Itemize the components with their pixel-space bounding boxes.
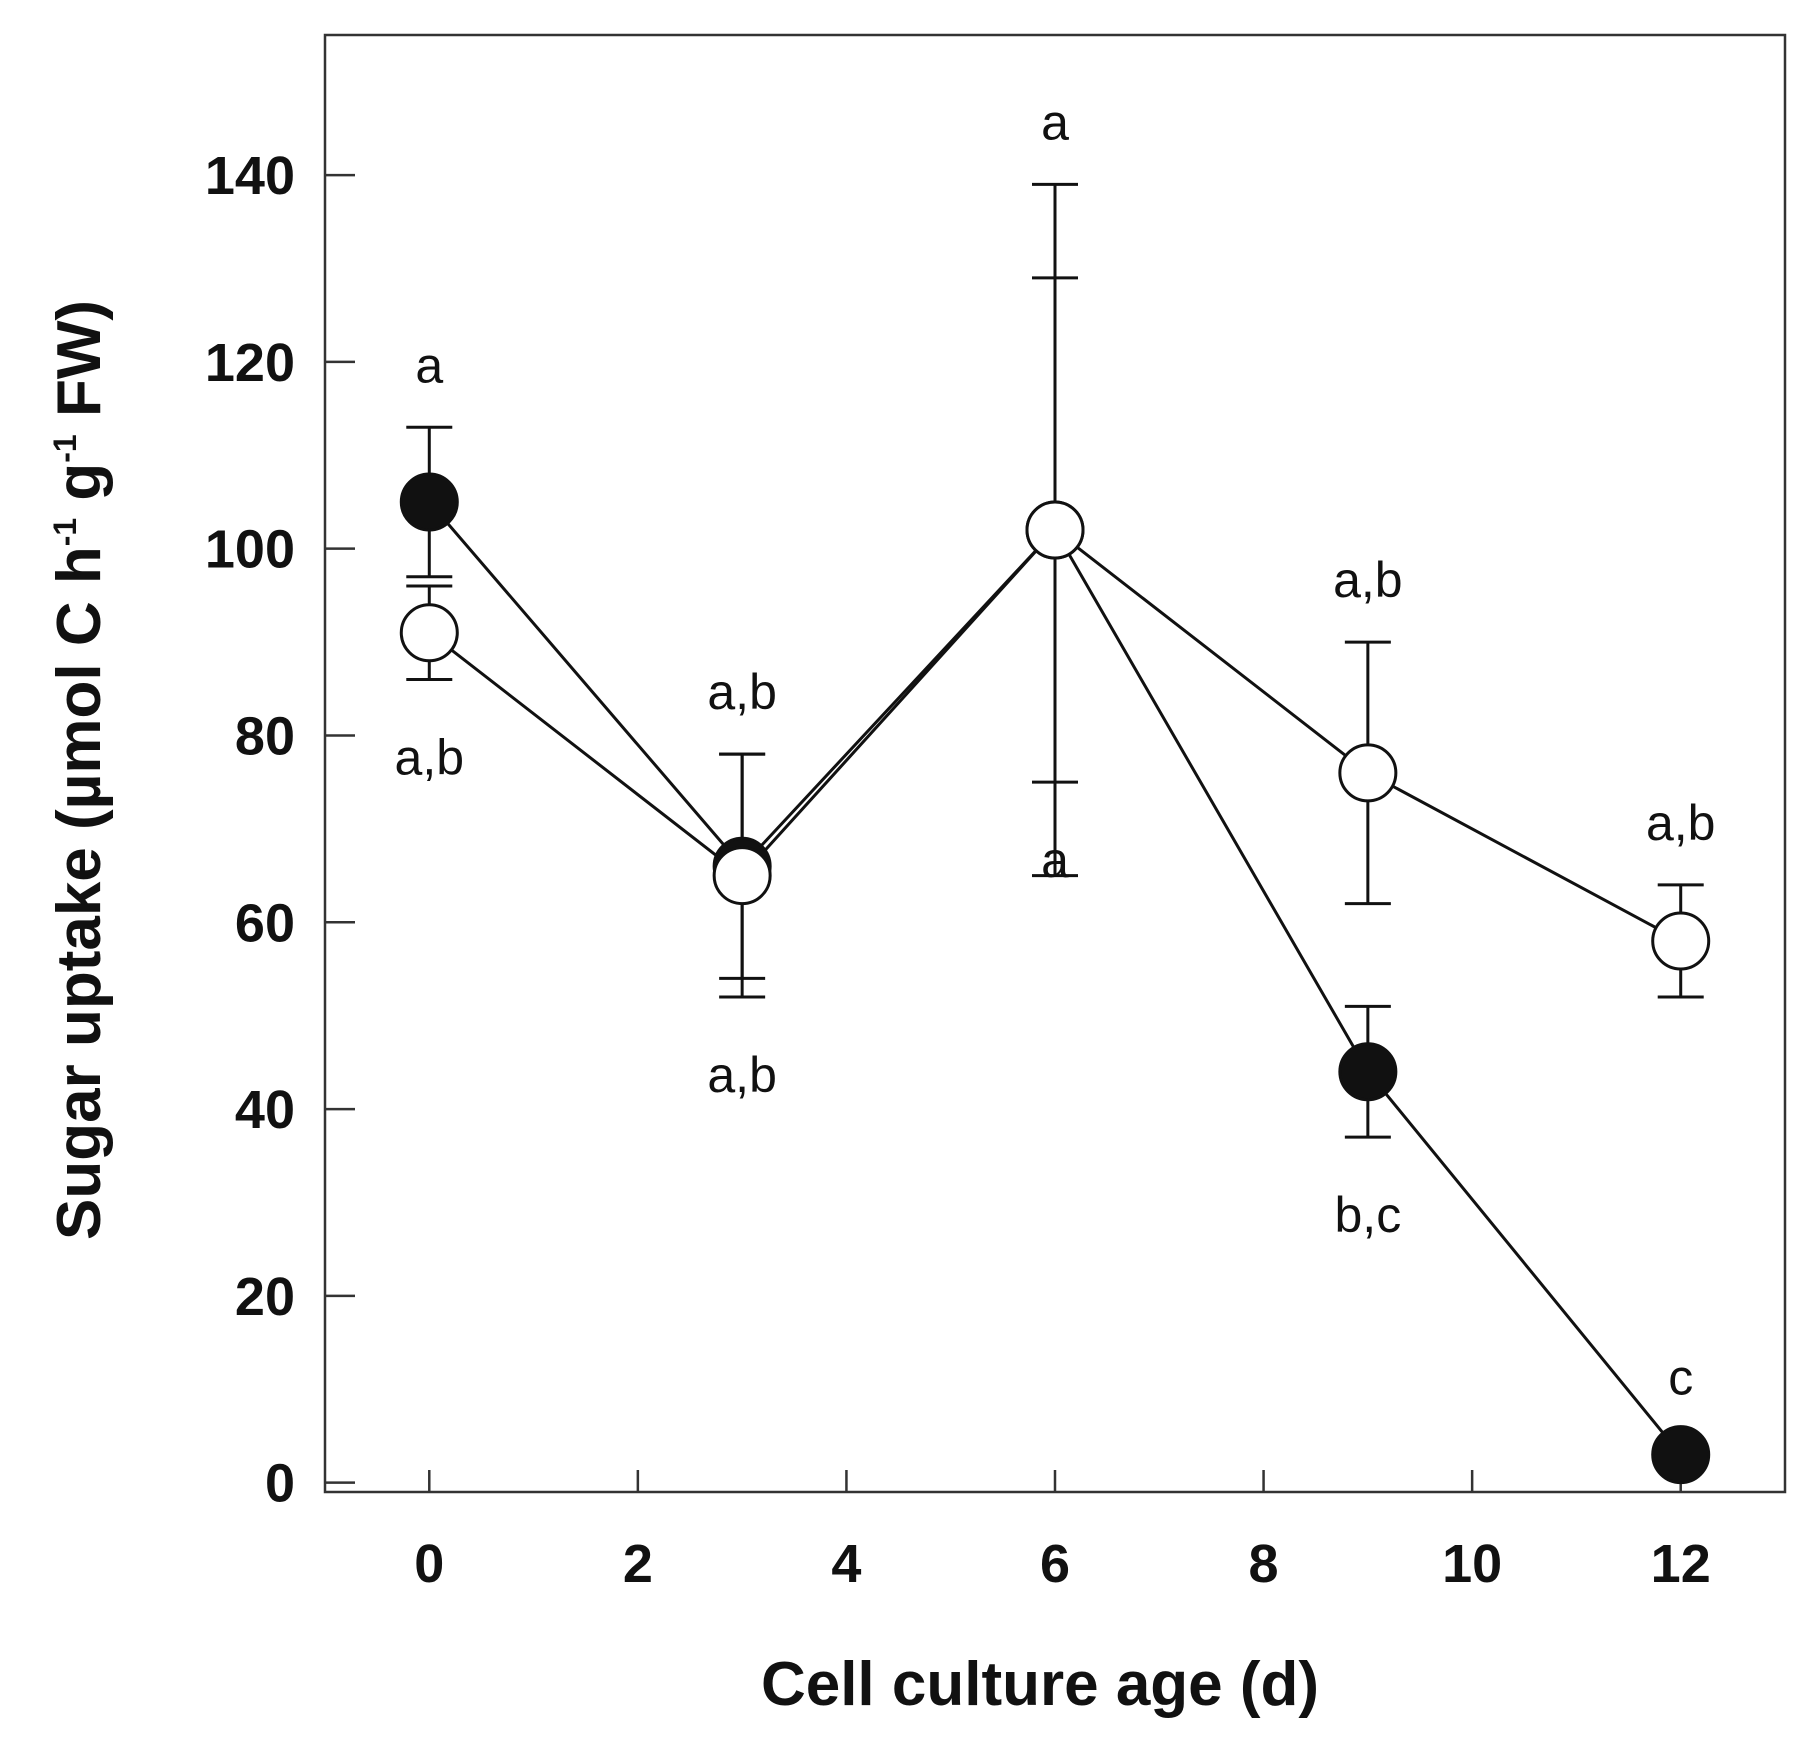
significance-label-open: a,b [1333,552,1403,608]
x-axis-title: Cell culture age (d) [761,1650,1319,1719]
y-axis-title-mid: g [45,463,114,518]
series-layer [399,182,1711,1485]
annotation-layer: a a,b a b,c c a,b a,b a a,b a,b [395,94,1716,1405]
significance-label-open: a [1041,94,1069,150]
x-tick-label: 6 [1040,1534,1070,1594]
data-point-open [1651,911,1711,971]
y-axis-title-sup1: -1 [47,518,83,546]
x-tick-label: 4 [831,1534,861,1594]
significance-label-filled: a [415,337,443,393]
y-tick-label: 120 [205,333,295,393]
y-axis-title-suffix: FW) [45,300,114,434]
x-tick-label: 0 [414,1534,444,1594]
x-tick-label: 12 [1651,1534,1711,1594]
significance-label-filled: a,b [707,664,777,720]
y-axis-title: Sugar uptake (µmol C h-1 g-1 FW) [45,300,114,1240]
y-tick-label: 80 [235,706,295,766]
y-tick-label: 100 [205,520,295,580]
data-point-open [1025,500,1085,560]
y-tick-label: 20 [235,1267,295,1327]
data-point-filled [1651,1425,1711,1485]
y-tick-label: 140 [205,146,295,206]
significance-label-filled: c [1668,1350,1693,1406]
y-tick-label: 40 [235,1080,295,1140]
y-axis-title-sup2: -1 [47,434,83,462]
y-tick-label: 0 [265,1454,295,1514]
significance-label-open: a,b [707,1047,777,1103]
x-tick-label: 10 [1442,1534,1502,1594]
significance-label-open: a,b [1646,795,1716,851]
data-point-filled [399,472,459,532]
data-point-filled [1338,1042,1398,1102]
data-point-open [399,603,459,663]
x-tick-label: 8 [1249,1534,1279,1594]
y-tick-label: 60 [235,893,295,953]
x-tick-label: 2 [623,1534,653,1594]
data-point-open [1338,743,1398,803]
significance-label-filled: b,c [1335,1187,1402,1243]
significance-label-filled: a [1041,832,1069,888]
data-point-open [712,846,772,906]
y-axis-title-prefix: Sugar uptake (µmol C h [45,546,114,1240]
significance-label-open: a,b [395,729,465,785]
